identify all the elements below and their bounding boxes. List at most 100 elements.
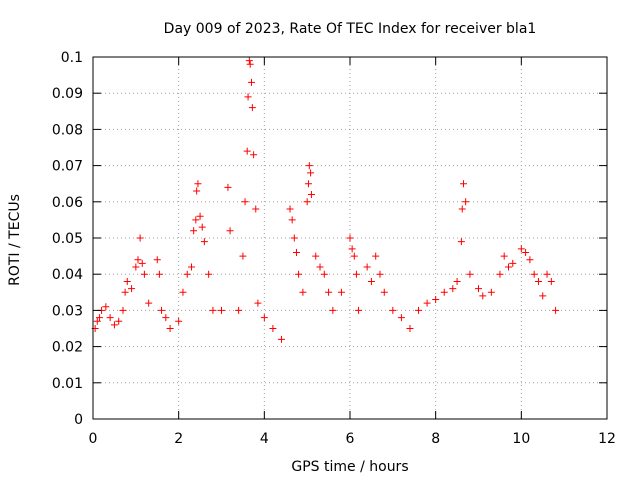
y-tick-label: 0.06 xyxy=(52,195,83,211)
data-point xyxy=(509,259,517,267)
data-point xyxy=(380,288,388,296)
data-point xyxy=(277,335,285,343)
data-point xyxy=(235,306,243,314)
data-point xyxy=(363,263,371,271)
data-point xyxy=(376,270,384,278)
x-tick-label: 12 xyxy=(598,431,616,447)
data-point xyxy=(132,263,140,271)
data-point xyxy=(93,317,101,325)
data-point xyxy=(192,216,200,224)
data-point xyxy=(440,288,448,296)
data-point xyxy=(200,238,208,246)
data-point xyxy=(305,162,313,170)
y-tick-label: 0.04 xyxy=(52,267,83,283)
data-point xyxy=(183,270,191,278)
data-point xyxy=(479,292,487,300)
data-point xyxy=(449,285,457,293)
data-point xyxy=(397,314,405,322)
data-point xyxy=(175,317,183,325)
data-point xyxy=(145,299,153,307)
data-point xyxy=(415,306,423,314)
y-tick-label: 0.03 xyxy=(52,303,83,319)
data-point xyxy=(352,270,360,278)
data-point xyxy=(457,238,465,246)
data-point xyxy=(196,212,204,220)
data-point xyxy=(504,263,512,271)
data-point xyxy=(460,180,468,188)
data-points xyxy=(91,57,560,343)
data-point xyxy=(530,270,538,278)
data-point xyxy=(534,277,542,285)
data-point xyxy=(140,270,148,278)
data-point xyxy=(487,288,495,296)
data-point xyxy=(95,314,103,322)
data-point xyxy=(539,292,547,300)
data-point xyxy=(252,205,260,213)
data-point xyxy=(205,270,213,278)
data-point xyxy=(102,303,110,311)
data-point xyxy=(295,270,303,278)
data-point xyxy=(526,256,534,264)
data-point xyxy=(119,306,127,314)
y-tick-label: 0.1 xyxy=(61,50,83,66)
data-point xyxy=(254,299,262,307)
y-axis-label: ROTI / TECUs xyxy=(7,194,23,286)
data-point xyxy=(316,263,324,271)
data-point xyxy=(166,325,174,332)
data-point xyxy=(245,57,253,65)
data-point xyxy=(453,277,461,285)
data-point xyxy=(290,234,298,242)
y-tick-label: 0.08 xyxy=(52,122,83,138)
data-point xyxy=(110,321,118,329)
data-point xyxy=(179,288,187,296)
data-point xyxy=(209,306,217,314)
data-point xyxy=(193,187,201,195)
data-point xyxy=(406,325,414,332)
data-point xyxy=(547,277,555,285)
data-point xyxy=(517,245,525,253)
data-point xyxy=(432,296,440,304)
y-tick-label: 0.01 xyxy=(52,376,83,392)
data-point xyxy=(162,314,170,322)
data-point xyxy=(372,252,380,260)
data-point xyxy=(288,216,296,224)
data-point xyxy=(462,198,470,206)
axis-ticks xyxy=(92,56,608,420)
data-point xyxy=(269,325,277,332)
data-point xyxy=(355,306,363,314)
data-point xyxy=(307,169,315,177)
data-point xyxy=(134,256,142,264)
y-tick-label: 0.02 xyxy=(52,340,83,356)
data-point xyxy=(224,183,232,191)
data-point xyxy=(198,223,206,231)
y-tick-label: 0.09 xyxy=(52,86,83,102)
data-point xyxy=(475,285,482,293)
data-point xyxy=(158,306,166,314)
data-point xyxy=(423,299,431,307)
x-tick-label: 0 xyxy=(89,431,98,447)
data-point xyxy=(128,285,136,293)
data-point xyxy=(496,270,504,278)
data-point xyxy=(458,205,466,213)
data-point xyxy=(246,60,254,68)
data-point xyxy=(389,306,397,314)
data-point xyxy=(155,270,163,278)
x-tick-label: 2 xyxy=(174,431,183,447)
data-point xyxy=(243,147,251,155)
data-point xyxy=(367,277,375,285)
x-axis-label: GPS time / hours xyxy=(291,459,408,475)
data-point xyxy=(250,151,258,159)
y-tick-label: 0 xyxy=(74,412,83,428)
data-point xyxy=(260,314,268,322)
data-point xyxy=(123,277,131,285)
tick-labels: 0 2 4 6 8 10 12 0 0.01 0.02 0.03 0.04 0.05 0.06 0.07 0.… xyxy=(52,50,616,447)
data-point xyxy=(500,252,508,260)
x-tick-label: 4 xyxy=(260,431,269,447)
data-point xyxy=(350,252,358,260)
data-point xyxy=(190,227,198,235)
data-point xyxy=(138,259,146,267)
data-point xyxy=(248,104,256,112)
data-point xyxy=(303,198,311,206)
data-point xyxy=(239,252,247,260)
data-point xyxy=(522,248,530,256)
